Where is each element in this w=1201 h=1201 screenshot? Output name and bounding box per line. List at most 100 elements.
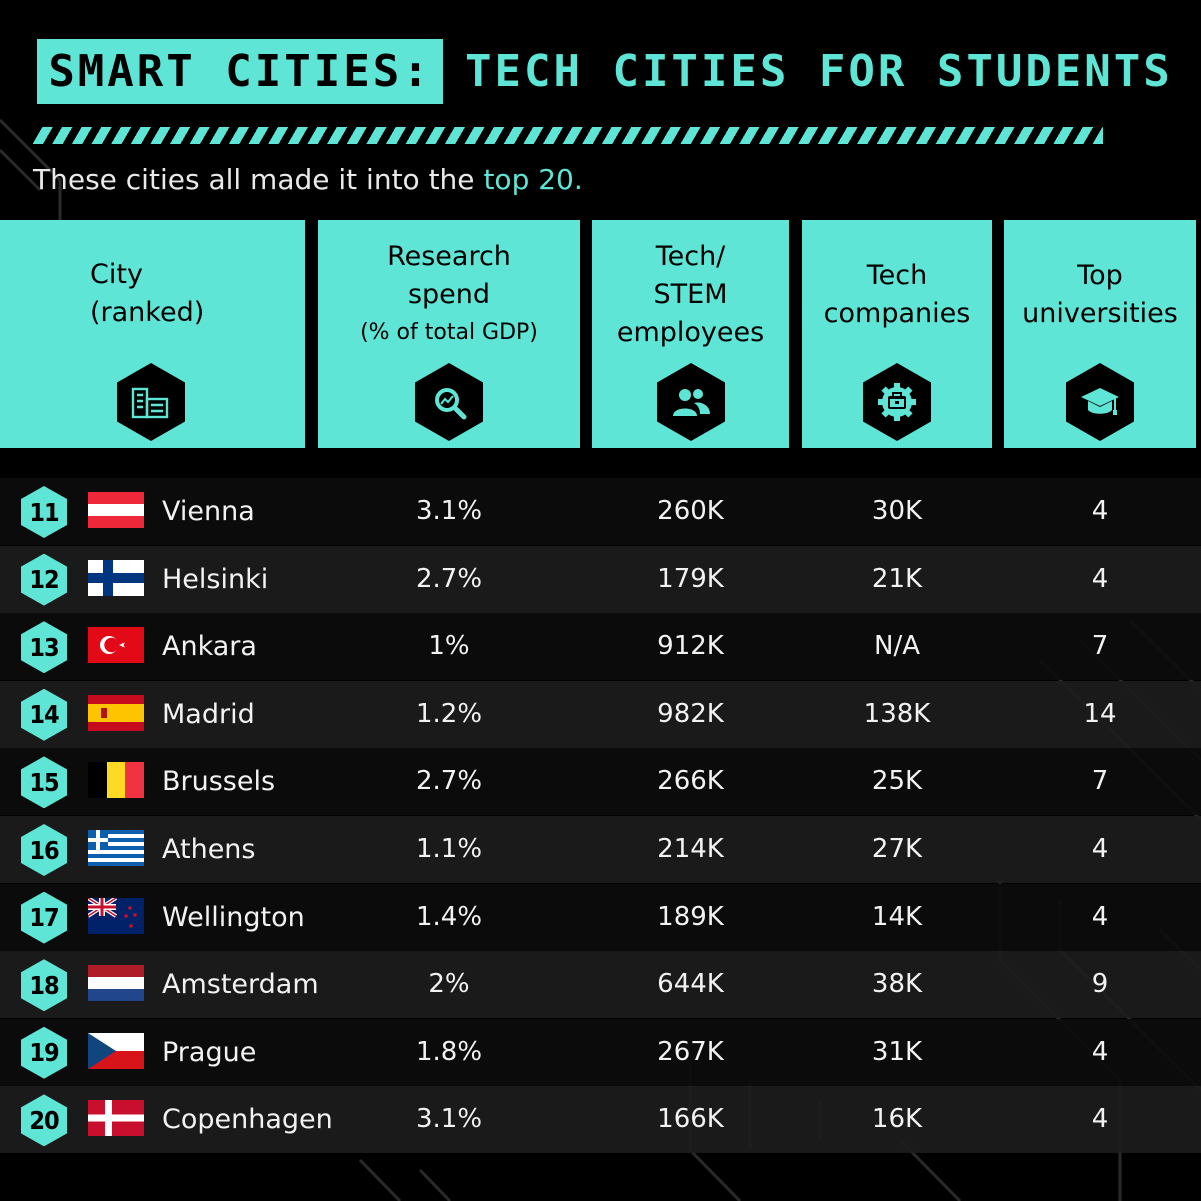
header-companies: Tech companies [802,220,992,448]
title-main: TECH CITIES FOR STUDENTS [465,46,1173,97]
employees-cell: 912K [657,631,724,662]
austria-flag [88,492,144,528]
research-spend-cell: 1.2% [415,698,483,729]
companies-cell: 14K [871,901,923,932]
rank-badge: 13 [21,621,67,674]
header-employees-line3: employees [616,317,765,348]
companies-cell: 138K [863,698,931,729]
rank-badge: 11 [21,486,67,538]
header-employees-line1: Tech/ [655,241,726,272]
universities-cell: 4 [1091,901,1109,932]
table-row: 14 Madrid 1.2% 982K 138K 14 [0,680,1201,748]
title-boxed: SMART CITIES: [37,39,443,104]
companies-cell: N/A [874,631,920,662]
companies-cell: 27K [871,834,923,864]
table-row: 18 Amsterdam 2% 644K 38K 9 [0,951,1201,1019]
research-spend-cell: 2.7% [415,563,483,594]
table-row: 11 Vienna 3.1% 260K 30K 4 [0,478,1201,545]
universities-cell: 4 [1091,563,1109,594]
rank-badge: 19 [21,1026,67,1079]
czech-flag [88,1032,144,1069]
buildings-icon [117,363,185,441]
magnifier-chart-icon [415,363,483,441]
people-icon [657,363,725,441]
rank-badge: 17 [21,891,67,944]
header-employees: Tech/ STEM employees [592,220,789,448]
rank-badge: 12 [21,553,67,606]
companies-cell: 30K [871,496,923,526]
rank-badge: 15 [21,756,67,809]
employees-cell: 982K [657,698,724,729]
header-research: Research spend (% of total GDP) [318,220,580,448]
city-name: Helsinki [162,563,269,595]
header-city: City (ranked) [0,220,305,448]
table-row: 17 Wellington 1.4% 189K 14K 4 [0,883,1201,951]
research-spend-cell: 1.8% [415,1036,483,1067]
city-name: Amsterdam [162,969,319,1001]
striped-divider [33,127,1103,144]
companies-cell: 16K [871,1104,923,1135]
table-row: 13 Ankara 1% 912K N/A 7 [0,613,1201,681]
employees-cell: 166K [657,1104,724,1135]
table-row: 19 Prague 1.8% 267K 31K 4 [0,1018,1201,1086]
header-research-label: Research spend (% of total GDP) [318,238,580,352]
universities-cell: 4 [1091,496,1109,526]
header-employees-label: Tech/ STEM employees [592,238,789,352]
universities-cell: 7 [1091,766,1109,797]
rank-badge: 20 [21,1094,67,1147]
finland-flag [88,559,144,596]
research-spend-cell: 1% [428,631,470,662]
header-research-line3: (% of total GDP) [360,320,538,345]
employees-cell: 644K [657,969,724,1000]
gear-briefcase-icon [863,363,931,441]
city-name: Ankara [162,631,257,663]
city-name: Wellington [162,901,305,933]
header-research-line1: Research [387,241,511,272]
rank-badge: 14 [21,688,67,741]
table-row: 20 Copenhagen 3.1% 166K 16K 4 [0,1086,1201,1154]
research-spend-cell: 3.1% [415,1104,483,1135]
universities-cell: 4 [1091,1036,1109,1067]
header-research-line2: spend [407,279,491,310]
header-city-line2: (ranked) [90,297,205,328]
city-name: Brussels [162,766,276,798]
header-universities-label: Top universities [1004,257,1196,333]
universities-cell: 4 [1091,834,1109,864]
city-name: Madrid [162,698,255,730]
new-zealand-flag [88,897,144,934]
subtitle-text: These cities all made it into the [33,163,475,196]
employees-cell: 260K [657,496,724,526]
universities-cell: 7 [1091,631,1109,662]
header-companies-label: Tech companies [802,257,992,333]
subtitle-accent: top 20. [483,163,583,196]
header-universities: Top universities [1004,220,1196,448]
city-name: Vienna [162,496,255,527]
universities-cell: 9 [1091,969,1109,1000]
greece-flag [88,830,144,866]
city-name: Athens [162,834,256,865]
header-companies-line2: companies [823,298,971,329]
table-row: 12 Helsinki 2.7% 179K 21K 4 [0,545,1201,613]
research-spend-cell: 1.1% [415,834,483,864]
universities-cell: 14 [1083,698,1117,729]
rank-badge: 18 [21,959,67,1012]
netherlands-flag [88,965,144,1002]
subtitle: These cities all made it into the top 20… [33,163,583,196]
spain-flag [88,694,144,731]
companies-cell: 38K [871,969,923,1000]
companies-cell: 25K [871,766,923,797]
employees-cell: 267K [657,1036,724,1067]
rank-badge: 16 [21,824,67,876]
header-universities-line1: Top [1077,260,1123,291]
header-companies-line1: Tech [866,260,928,291]
table-row: 16 Athens 1.1% 214K 27K 4 [0,816,1201,883]
research-spend-cell: 1.4% [415,901,483,932]
research-spend-cell: 2% [428,969,470,1000]
employees-cell: 214K [657,834,724,864]
turkey-flag [88,627,144,664]
header-city-label: City (ranked) [90,256,305,332]
companies-cell: 21K [871,563,923,594]
city-name: Copenhagen [162,1104,333,1136]
denmark-flag [88,1100,144,1137]
